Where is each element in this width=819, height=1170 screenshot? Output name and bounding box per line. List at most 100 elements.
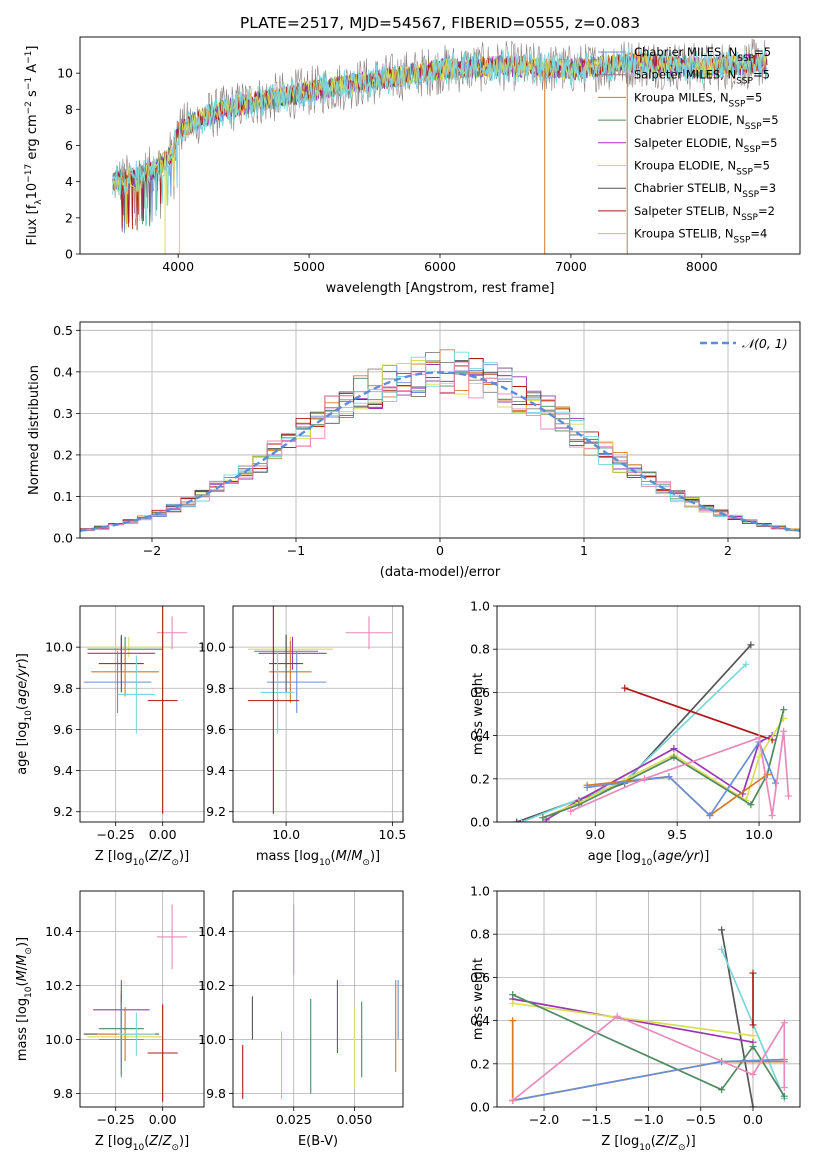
- weight-marker: [509, 1017, 517, 1025]
- figure-title: PLATE=2517, MJD=54567, FIBERID=0555, z=0…: [240, 14, 640, 32]
- axes-frame: [496, 605, 801, 823]
- mass-vs-ebv-panel: 0.025 0.050 9.8 10.0 10.2 10.4 E(B-V): [198, 890, 404, 1149]
- weight-marker: [509, 991, 517, 999]
- weight-line-STELIB_C: [516, 644, 752, 822]
- y-tick-label: 9.8: [53, 681, 73, 696]
- y-axis-label: Normed distribution: [27, 365, 42, 495]
- y-tick-label: 10: [57, 66, 73, 81]
- x-tick-label: −0.5: [686, 1112, 716, 1127]
- weight-marker: [670, 753, 678, 761]
- y-tick-label: 10.0: [45, 640, 73, 655]
- y-tick-label: 0.2: [53, 447, 73, 462]
- weight-marker: [706, 812, 714, 820]
- y-tick-label: 0.2: [470, 771, 490, 786]
- legend-entry: Salpeter ELODIE, NSSP=5: [634, 136, 777, 155]
- y-tick-label: 0.5: [53, 323, 73, 338]
- weight-marker: [747, 801, 755, 809]
- weight-line-STELIB_S: [624, 687, 773, 741]
- weight-vs-age-plot-area: [513, 641, 793, 822]
- weight-marker: [509, 1097, 517, 1105]
- x-tick-label: −2.0: [529, 1112, 559, 1127]
- weight-marker: [670, 745, 678, 753]
- x-tick-label: 1: [580, 543, 588, 558]
- x-tick-label: −0.25: [97, 1112, 135, 1127]
- x-tick-label: 7000: [555, 259, 587, 274]
- x-tick-label: 8000: [686, 259, 718, 274]
- x-tick-label: 0: [436, 543, 444, 558]
- weight-marker: [665, 773, 673, 781]
- y-tick-label: 10.0: [45, 1032, 73, 1047]
- x-tick-label: −1.0: [633, 1112, 663, 1127]
- spectrum-line-STELIB_K: [112, 47, 768, 227]
- weight-marker: [749, 1071, 757, 1079]
- legend-entry: Salpeter MILES, NSSP=5: [634, 68, 770, 87]
- x-tick-label: −0.25: [97, 827, 135, 842]
- legend-entry: Chabrier MILES, NSSP=5: [634, 45, 771, 64]
- y-axis-label: mass [log10(M/M⊙)]: [15, 937, 34, 1061]
- weight-marker: [613, 1012, 621, 1020]
- weight-line-ELODIE_S: [545, 734, 773, 821]
- x-tick-label: −1.5: [581, 1112, 611, 1127]
- y-tick-label: 10.2: [45, 978, 73, 993]
- weight-marker: [749, 1043, 757, 1051]
- x-tick-label: 9.0: [585, 827, 605, 842]
- x-axis-label: E(B-V): [298, 1134, 338, 1149]
- weight-marker: [780, 1084, 788, 1092]
- y-tick-label: 10.2: [198, 978, 226, 993]
- weight-line-ELODIE_S: [512, 998, 754, 1044]
- weight-line-STELIB_C: [720, 929, 754, 1107]
- x-axis-label: Z [log10(Z/Z⊙)]: [95, 849, 189, 868]
- y-tick-label: 6: [65, 138, 73, 153]
- weight-marker: [518, 818, 526, 822]
- weight-vs-age-panel: 9.0 9.5 10.0 0.0 0.2 0.4 0.6 0.8 1.0 mass weight a…: [470, 599, 801, 868]
- axes-frame: [496, 890, 801, 1108]
- y-tick-label: 0.1: [53, 489, 73, 504]
- y-tick-label: 4: [65, 174, 73, 189]
- spectrum-line-MILES_S: [112, 38, 768, 226]
- weight-marker: [567, 807, 575, 815]
- hist-step-pink: [80, 361, 800, 533]
- x-tick-label: 10.0: [272, 827, 300, 842]
- y-tick-label: 0.0: [53, 531, 73, 546]
- y-tick-label: 10.4: [45, 924, 73, 939]
- x-axis-label: age [log10(age/yr)]: [588, 849, 710, 868]
- weight-marker: [718, 926, 726, 934]
- x-axis-label: mass [log10(M/M⊙)]: [256, 849, 380, 868]
- y-tick-label: 0.8: [470, 642, 490, 657]
- residual-hist-plot-area: [80, 349, 800, 533]
- x-tick-label: −2: [143, 543, 161, 558]
- y-tick-label: 10.0: [198, 1032, 226, 1047]
- legend-entry: 𝒩(0, 1): [742, 336, 788, 351]
- weight-marker: [718, 945, 726, 953]
- weight-marker: [780, 727, 788, 735]
- y-tick-label: 0.6: [470, 685, 490, 700]
- spectrum-plot-area: [112, 38, 768, 254]
- legend-entry: Kroupa ELODIE, NSSP=5: [634, 159, 770, 178]
- weight-marker: [755, 753, 763, 761]
- y-tick-label: 0.3: [53, 406, 73, 421]
- y-tick-label: 9.2: [53, 804, 73, 819]
- y-tick-label: 8: [65, 102, 73, 117]
- weight-marker: [513, 818, 521, 822]
- y-tick-label: 0.0: [470, 1100, 490, 1115]
- x-tick-label: 0.050: [337, 1112, 373, 1127]
- weight-marker: [640, 775, 648, 783]
- x-tick-label: −1: [287, 543, 305, 558]
- weight-marker: [742, 660, 750, 668]
- weight-marker: [749, 1021, 757, 1029]
- weight-marker: [749, 1103, 757, 1107]
- age-vs-mass-plot-area: [247, 606, 393, 814]
- axes-frame: [232, 890, 404, 1108]
- weight-marker: [621, 684, 629, 692]
- weight-vs-Z-plot-area: [509, 926, 788, 1107]
- y-tick-label: 0.0: [470, 815, 490, 830]
- x-tick-label: 2: [724, 543, 732, 558]
- y-tick-label: 9.8: [206, 681, 226, 696]
- weight-vs-Z-panel: −2.0 −1.5 −1.0 −0.5 0.0 0.0 0.2 0.4 0.6 0.8 1.0 mas…: [470, 884, 801, 1153]
- weight-marker: [780, 1092, 788, 1100]
- axes-frame: [79, 890, 205, 1108]
- y-tick-label: 9.6: [53, 722, 73, 737]
- x-tick-label: 10.5: [378, 827, 406, 842]
- y-axis-label: Flux [fλ10−17 erg cm−2 s−1 A−1]: [24, 46, 44, 246]
- y-tick-label: 0: [65, 247, 73, 262]
